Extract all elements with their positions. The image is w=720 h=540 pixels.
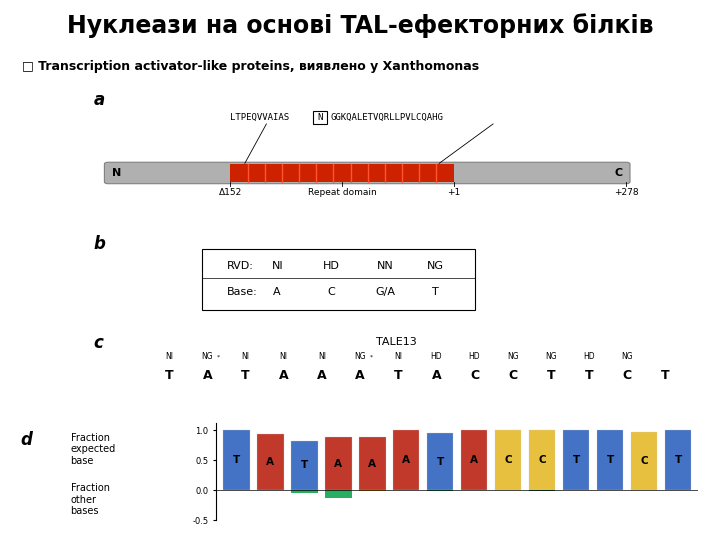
Text: HD: HD (469, 353, 480, 361)
Text: HD: HD (323, 261, 340, 271)
Text: NG: NG (545, 353, 557, 361)
Text: NG: NG (621, 353, 633, 361)
Text: C: C (504, 455, 512, 465)
Bar (529, 490, 555, 491)
Text: T: T (585, 369, 593, 382)
Text: A: A (470, 455, 478, 465)
Text: NI: NI (394, 353, 402, 361)
Text: NI: NI (279, 353, 288, 361)
Text: T: T (241, 369, 250, 382)
Text: NG: NG (507, 353, 518, 361)
Text: A: A (317, 369, 327, 382)
Text: NG: NG (354, 353, 366, 361)
Text: a: a (94, 91, 105, 109)
Bar (427, 490, 454, 491)
Text: A: A (355, 369, 365, 382)
Text: T: T (165, 369, 174, 382)
Text: d: d (20, 430, 32, 449)
Text: C: C (623, 369, 631, 382)
Text: +278: +278 (614, 188, 639, 197)
Text: HD: HD (583, 353, 595, 361)
Bar (495, 430, 521, 490)
Text: Fraction
expected
base: Fraction expected base (71, 433, 116, 465)
Bar (563, 430, 590, 490)
Text: RVD:: RVD: (227, 261, 253, 271)
Text: N: N (318, 113, 323, 122)
Text: b: b (94, 235, 105, 253)
Text: T: T (301, 461, 308, 470)
Bar (597, 430, 624, 490)
Text: T: T (675, 455, 682, 465)
Text: C: C (328, 287, 335, 296)
Bar (631, 432, 657, 490)
Bar (291, 490, 318, 493)
Text: LTPEQVVAIAS: LTPEQVVAIAS (230, 113, 289, 122)
Text: T: T (394, 369, 402, 382)
Text: T: T (546, 369, 555, 382)
Bar (313, 111, 328, 124)
Bar (223, 430, 250, 490)
Text: GGKQALETVQRLLPVLCQAHG: GGKQALETVQRLLPVLCQAHG (330, 113, 443, 122)
Bar (359, 437, 385, 490)
Text: Δ152: Δ152 (219, 188, 242, 197)
Bar (461, 430, 487, 490)
Text: N: N (112, 168, 121, 178)
Text: □ Transcription activator-like proteins, виявлено у Xanthomonas: □ Transcription activator-like proteins,… (22, 59, 479, 72)
Text: A: A (431, 369, 441, 382)
Text: T: T (606, 455, 613, 465)
Text: NI: NI (318, 353, 326, 361)
Text: NI: NI (271, 261, 283, 271)
Bar (325, 437, 351, 490)
Text: T: T (432, 287, 439, 296)
Text: c: c (94, 334, 104, 352)
Text: A: A (202, 369, 212, 382)
Bar (665, 430, 691, 490)
Text: A: A (368, 458, 377, 469)
Text: Repeat domain: Repeat domain (307, 188, 377, 197)
Bar (325, 490, 351, 498)
Bar (202, 249, 475, 310)
Text: *: * (217, 354, 220, 359)
FancyBboxPatch shape (104, 162, 630, 184)
Text: NG: NG (427, 261, 444, 271)
Text: *: * (369, 354, 372, 359)
Bar (230, 164, 454, 182)
Text: Fraction
other
bases: Fraction other bases (71, 483, 109, 516)
Text: NI: NI (241, 353, 250, 361)
Text: HD: HD (431, 353, 442, 361)
Bar (529, 430, 555, 490)
Text: T: T (661, 369, 670, 382)
Text: A: A (279, 369, 289, 382)
Text: +1: +1 (447, 188, 460, 197)
Text: A: A (266, 457, 274, 467)
Text: NN: NN (377, 261, 394, 271)
Text: A: A (402, 455, 410, 465)
Text: G/A: G/A (375, 287, 395, 296)
Text: C: C (615, 168, 623, 178)
Text: T: T (572, 455, 580, 465)
Bar (291, 441, 318, 490)
Text: T: T (436, 456, 444, 467)
Text: C: C (640, 456, 648, 466)
Text: NI: NI (165, 353, 174, 361)
Text: Base:: Base: (227, 287, 258, 296)
Text: TALE13: TALE13 (376, 337, 416, 347)
Text: C: C (470, 369, 479, 382)
Text: C: C (508, 369, 517, 382)
Text: NG: NG (202, 353, 213, 361)
Text: T: T (233, 455, 240, 465)
Text: A: A (334, 458, 342, 469)
Bar (427, 433, 454, 490)
Text: Нуклеази на основі TAL-ефекторних білків: Нуклеази на основі TAL-ефекторних білків (67, 13, 653, 37)
Bar (393, 430, 420, 490)
Text: A: A (274, 287, 281, 296)
Bar (359, 490, 385, 491)
Bar (257, 434, 284, 490)
Text: C: C (539, 455, 546, 465)
